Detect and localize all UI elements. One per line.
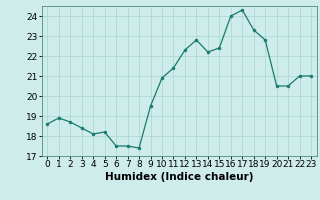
X-axis label: Humidex (Indice chaleur): Humidex (Indice chaleur): [105, 172, 253, 182]
